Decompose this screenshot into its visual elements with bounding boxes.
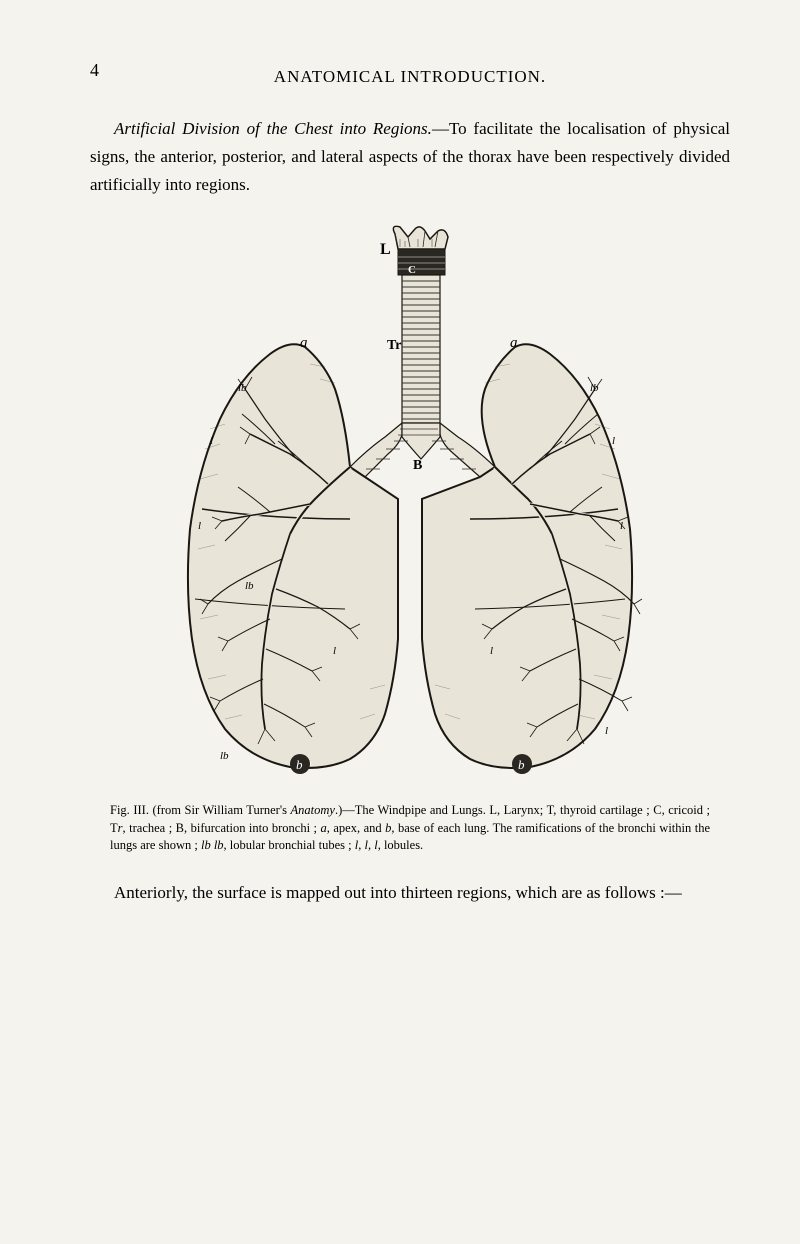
label-l-r4: l bbox=[605, 725, 608, 737]
caption-anatomy: Anatomy bbox=[291, 803, 335, 817]
label-B: B bbox=[413, 458, 422, 473]
label-l-r2: l bbox=[620, 520, 623, 532]
caption-rest2: , trachea ; B, bifurcation into bronchi … bbox=[123, 821, 321, 835]
label-lb-left-upper: lb bbox=[238, 382, 247, 394]
lungs-illustration: L T C bbox=[150, 219, 670, 779]
label-a-left: a bbox=[300, 335, 308, 351]
bifurcation bbox=[350, 423, 495, 477]
label-l-r3: l bbox=[490, 645, 493, 657]
label-lb-left-lower: lb bbox=[245, 580, 254, 592]
label-l-r1: l bbox=[612, 435, 615, 447]
caption-fig: Fig. III. (from Sir William Turner's bbox=[110, 803, 291, 817]
caption-lb: lb lb bbox=[201, 838, 224, 852]
label-L: L bbox=[380, 241, 391, 258]
label-l-2: l bbox=[198, 520, 201, 532]
figure-windpipe-lungs: L T C bbox=[90, 219, 730, 784]
caption-rest5: , lobular bronchial tubes ; bbox=[224, 838, 355, 852]
label-lb-bottom: lb bbox=[220, 750, 229, 762]
trachea bbox=[402, 275, 440, 423]
caption-l: l, l, l bbox=[355, 838, 378, 852]
label-C: C bbox=[408, 264, 416, 276]
right-lung bbox=[422, 344, 632, 768]
caption-rest6: , lobules. bbox=[378, 838, 423, 852]
label-l-1: l bbox=[210, 435, 213, 447]
label-b-left-2: b bbox=[296, 757, 303, 772]
label-a-right: a bbox=[510, 335, 518, 351]
paragraph-1: Artificial Division of the Chest into Re… bbox=[90, 115, 730, 199]
paragraph-2: Anteriorly, the surface is mapped out in… bbox=[90, 879, 730, 907]
left-lung bbox=[188, 344, 398, 768]
label-l-3: l bbox=[333, 645, 336, 657]
label-b-right: b bbox=[518, 757, 525, 772]
label-Tr: Tr bbox=[387, 338, 402, 353]
paragraph-1-italic: Artificial Division of the Chest into Re… bbox=[114, 119, 432, 138]
label-lb-right: lb bbox=[590, 382, 599, 394]
page-title: ANATOMICAL INTRODUCTION. bbox=[90, 67, 730, 87]
caption-rest3: , apex, and bbox=[327, 821, 385, 835]
figure-caption: Fig. III. (from Sir William Turner's Ana… bbox=[110, 802, 710, 855]
